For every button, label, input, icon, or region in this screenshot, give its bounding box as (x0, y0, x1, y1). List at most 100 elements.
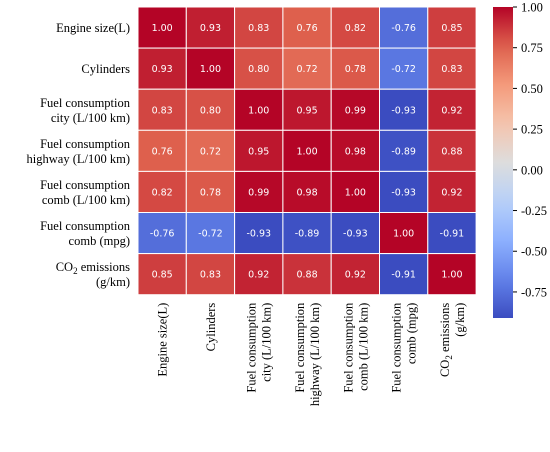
column-label-1-line-0: Cylinders (204, 303, 218, 352)
heatmap-cell-r3-c0 (137, 129, 187, 172)
colorbar-gradient (493, 7, 513, 318)
heatmap-cell-r6-c0 (137, 253, 187, 296)
cell-value-r0-c3: 0.76 (296, 23, 317, 34)
heatmap-cell-r5-c6 (427, 212, 477, 255)
colorbar-tick-label-4: 0.00 (521, 163, 543, 177)
heatmap-cell-r2-c2 (234, 88, 284, 131)
column-label-2-line-0: Fuel consumption (245, 302, 259, 393)
cell-value-r1-c5: -0.72 (391, 64, 416, 75)
cell-value-r5-c3: -0.89 (295, 229, 320, 240)
heatmap-cell-r2-c6 (427, 88, 477, 131)
column-label-2-line-1: city (L/100 km) (260, 303, 274, 382)
heatmap-cell-r6-c6 (427, 253, 477, 296)
column-labels: Engine size(L) Cylinders Fuel consumption c… (156, 302, 467, 406)
colorbar-tick-label-6: -0.50 (521, 245, 547, 259)
cell-value-r3-c5: -0.89 (391, 146, 416, 157)
row-label-6-line-0: CO2 emissions (56, 260, 130, 276)
colorbar-tick-label-1: 0.75 (521, 41, 543, 55)
heatmap-cell-r1-c2 (234, 47, 284, 90)
cell-value-r6-c3: 0.88 (296, 270, 317, 281)
cell-value-r0-c5: -0.76 (391, 23, 416, 34)
cell-value-r2-c6: 0.92 (441, 105, 462, 116)
column-label-4-line-1: comb (L/100 km) (356, 303, 370, 391)
row-label-3-line-1: highway (L/100 km) (27, 152, 130, 166)
column-label-4-line-0: Fuel consumption (341, 302, 355, 393)
cell-value-r4-c4: 1.00 (345, 187, 366, 198)
cell-value-r5-c2: -0.93 (246, 229, 271, 240)
cell-value-r1-c2: 0.80 (248, 64, 269, 75)
column-label-5-line-1: comb (mpg) (405, 303, 419, 364)
cell-value-r1-c3: 0.72 (296, 64, 317, 75)
colorbar-tick-label-3: 0.25 (521, 123, 543, 137)
heatmap-cell-r0-c1 (185, 6, 236, 49)
cell-value-r3-c6: 0.88 (441, 146, 462, 157)
row-label-2-line-0: Fuel consumption (40, 96, 131, 110)
cell-value-r3-c3: 1.00 (296, 146, 317, 157)
cell-value-r4-c6: 0.92 (441, 187, 462, 198)
cell-value-r2-c1: 0.80 (200, 105, 221, 116)
heatmap-cell-r3-c6 (427, 129, 477, 172)
cell-value-r1-c6: 0.83 (441, 64, 462, 75)
cell-value-r5-c6: -0.91 (440, 229, 465, 240)
heatmap-cell-r6-c4 (330, 253, 381, 296)
heatmap-cell-r6-c5 (379, 253, 429, 296)
cell-value-r6-c5: -0.91 (391, 270, 416, 281)
heatmap-cell-r0-c5 (379, 6, 429, 49)
cell-value-r3-c1: 0.72 (200, 146, 221, 157)
colorbar-tick-label-7: -0.75 (521, 285, 547, 299)
cell-value-r4-c5: -0.93 (391, 187, 416, 198)
cell-value-r2-c3: 0.95 (296, 105, 317, 116)
cell-value-r6-c6: 1.00 (441, 270, 462, 281)
heatmap-cell-r2-c3 (282, 88, 332, 131)
cell-value-r3-c0: 0.76 (152, 146, 173, 157)
cell-value-r0-c0: 1.00 (152, 23, 173, 34)
heatmap-cell-r0-c0 (137, 6, 187, 49)
row-label-5-line-1: comb (mpg) (69, 234, 130, 248)
cell-value-r4-c3: 0.98 (296, 187, 317, 198)
row-label-4-line-0: Fuel consumption (40, 178, 131, 192)
cell-value-r4-c0: 0.82 (152, 187, 173, 198)
cell-value-r1-c1: 1.00 (200, 64, 221, 75)
column-label-3-line-1: highway (L/100 km) (308, 303, 322, 406)
cell-value-r5-c5: 1.00 (393, 229, 414, 240)
cell-value-r6-c2: 0.92 (248, 270, 269, 281)
cell-value-r0-c2: 0.83 (248, 23, 269, 34)
heatmap-cell-r1-c0 (137, 47, 187, 90)
column-label-3-line-0: Fuel consumption (293, 302, 307, 393)
heatmap-cell-r3-c1 (185, 129, 236, 172)
cell-value-r0-c6: 0.85 (441, 23, 462, 34)
row-label-5-line-0: Fuel consumption (40, 219, 131, 233)
cell-value-r4-c1: 0.78 (200, 187, 221, 198)
cell-value-r2-c2: 1.00 (248, 105, 269, 116)
cell-value-r6-c0: 0.85 (152, 270, 173, 281)
cell-value-r1-c4: 0.78 (345, 64, 366, 75)
column-label-6-line-1: (g/km) (453, 303, 467, 337)
heatmap-cell-values: 1.00 0.93 0.83 0.76 0.82 -0.76 0.85 0.93 1.00 0.8… (150, 23, 464, 281)
row-label-3-line-0: Fuel consumption (40, 137, 131, 151)
cell-value-r0-c4: 0.82 (345, 23, 366, 34)
cell-value-r0-c1: 0.93 (200, 23, 221, 34)
heatmap-cell-r6-c2 (234, 253, 284, 296)
heatmap-cell-r1-c4 (330, 47, 381, 90)
colorbar-tick-label-0: 1.00 (521, 1, 543, 15)
colorbar: 1.00 0.75 0.50 0.25 0.00 -0.25 -0.50 -0.75 (493, 1, 547, 318)
cell-value-r5-c4: -0.93 (343, 229, 368, 240)
heatmap-cell-r5-c4 (330, 212, 381, 255)
heatmap-cell-r2-c1 (185, 88, 236, 131)
cell-value-r2-c5: -0.93 (391, 105, 416, 116)
column-label-6-line-0: CO2 emissions (438, 303, 454, 377)
heatmap-cell-r5-c1 (185, 212, 236, 255)
heatmap-cell-r6-c3 (282, 253, 332, 296)
cell-value-r5-c0: -0.76 (150, 229, 175, 240)
cell-value-r3-c2: 0.95 (248, 146, 269, 157)
heatmap-cell-r2-c5 (379, 88, 429, 131)
heatmap-cells (137, 6, 477, 296)
cell-value-r6-c1: 0.83 (200, 270, 221, 281)
heatmap-cell-r3-c5 (379, 129, 429, 172)
heatmap-cell-r5-c0 (137, 212, 187, 255)
row-label-4-line-1: comb (L/100 km) (42, 193, 130, 207)
colorbar-tick-label-2: 0.50 (521, 82, 543, 96)
colorbar-tick-label-5: -0.25 (521, 204, 547, 218)
